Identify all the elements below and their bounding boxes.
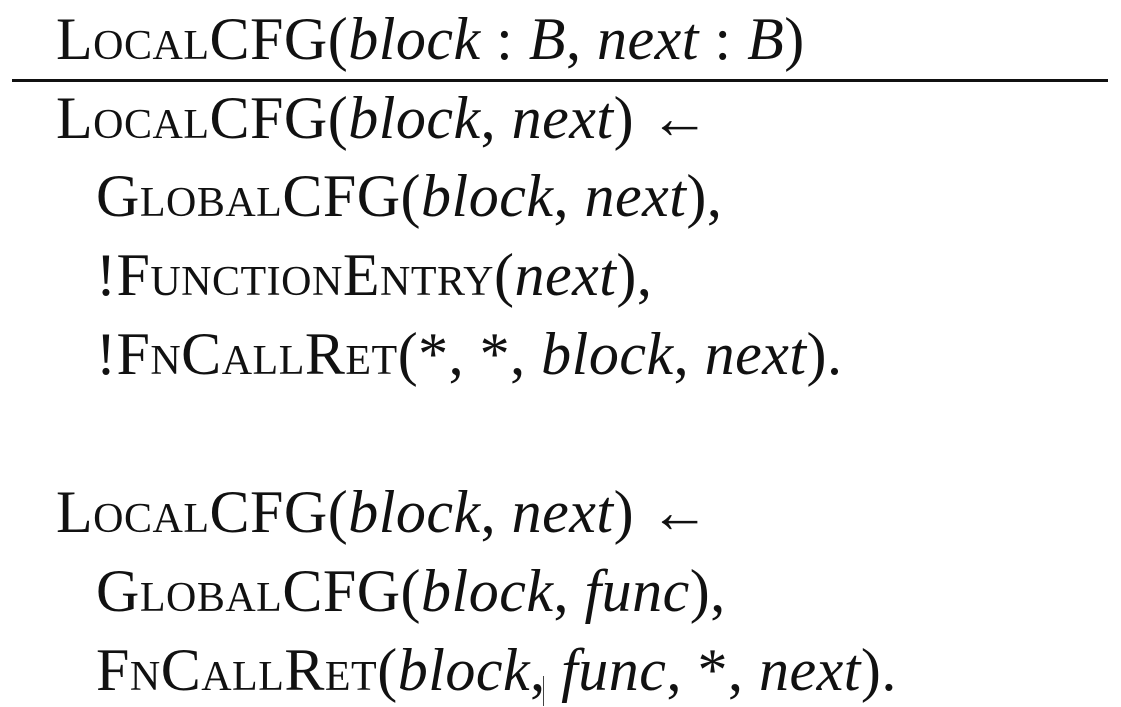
predicate-name: FunctionEntry [116,242,494,308]
predicate-name: FnCallRet [116,321,398,387]
arg-name: block [541,321,674,387]
type-name: B [528,6,566,72]
text-cursor [543,676,544,706]
arg-name: next [511,479,614,545]
rule-1-body-3: !FnCallRet(*, *, block, next). [96,319,843,389]
arg-name: block [421,163,554,229]
paren-close: ), [616,242,653,308]
arg-name: next [704,321,807,387]
paren-close: ), [686,163,723,229]
arg-name: next [511,85,614,151]
paren-open-wildcards: (*, *, [397,321,542,387]
arg-name: block [348,479,481,545]
paren-open: ( [327,6,349,72]
paren-close: ), [689,558,726,624]
rule-2-body-1: GlobalCFG(block, func), [96,556,726,626]
arg-name: func [584,558,690,624]
rule-1-body-2: !FunctionEntry(next), [96,240,652,310]
paren-open: ( [327,85,349,151]
rule-2-body-2: FnCallRet(block, func, *, next). [96,635,897,705]
predicate-name: LocalCFG [56,85,328,151]
arg-name: next [584,163,687,229]
negation-mark: ! [96,242,117,308]
comma: , [673,321,705,387]
paren-open: ( [400,163,422,229]
predicate-name: LocalCFG [56,6,328,72]
comma: , [553,163,585,229]
implication-arrow: ← [634,479,711,545]
type-name: B [747,6,785,72]
comma: , [565,6,597,72]
paren-open: ( [377,637,398,703]
implication-arrow: ← [634,85,711,151]
paren-close: ) [613,479,635,545]
comma: , [480,479,512,545]
paren-close: ). [806,321,843,387]
comma: , [553,558,585,624]
predicate-name: FnCallRet [96,637,378,703]
arg-name: next [758,637,861,703]
arg-name: next [514,242,617,308]
type-separator: : [698,6,748,72]
header-divider [12,79,1108,82]
predicate-name: LocalCFG [56,479,328,545]
arg-name: block [421,558,554,624]
paren-close: ) [613,85,635,151]
comma: , [480,85,512,151]
paren-open: ( [400,558,422,624]
comma: , [530,637,562,703]
paren-close: ) [784,6,805,72]
predicate-name: GlobalCFG [96,163,401,229]
arg-name: block [348,6,481,72]
relation-signature: LocalCFG(block : B, next : B) [56,4,805,74]
type-separator: : [480,6,529,72]
wildcard-separator: , *, [666,637,759,703]
predicate-name: GlobalCFG [96,558,401,624]
arg-name: next [596,6,699,72]
paren-close: ). [860,637,897,703]
arg-name: block [348,85,481,151]
paren-open: ( [327,479,349,545]
rule-1-body-1: GlobalCFG(block, next), [96,161,722,231]
rule-1-head: LocalCFG(block, next) ← [56,83,710,153]
rule-2-head: LocalCFG(block, next) ← [56,477,710,547]
negation-mark: ! [96,321,117,387]
arg-name: func [561,637,667,703]
paren-open: ( [494,242,515,308]
arg-name: block [397,637,531,703]
